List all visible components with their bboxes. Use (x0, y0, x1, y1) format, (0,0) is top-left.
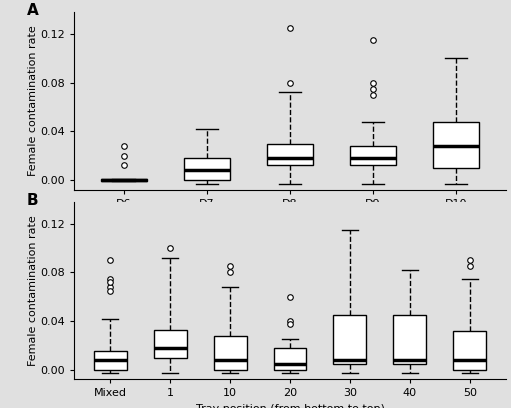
PathPatch shape (214, 336, 246, 370)
PathPatch shape (273, 348, 307, 370)
Y-axis label: Female contamination rate: Female contamination rate (28, 26, 37, 176)
Text: B: B (27, 193, 38, 208)
PathPatch shape (393, 315, 426, 364)
PathPatch shape (334, 315, 366, 364)
PathPatch shape (94, 351, 127, 370)
X-axis label: Day of pupae collection (from egg hatching): Day of pupae collection (from egg hatchi… (167, 214, 413, 224)
PathPatch shape (267, 144, 313, 165)
Text: A: A (27, 3, 38, 18)
Y-axis label: Female contamination rate: Female contamination rate (28, 215, 37, 366)
PathPatch shape (433, 122, 479, 168)
PathPatch shape (184, 158, 230, 180)
X-axis label: Tray position (from bottom to top): Tray position (from bottom to top) (196, 404, 384, 408)
PathPatch shape (453, 331, 486, 370)
PathPatch shape (101, 179, 147, 181)
PathPatch shape (154, 330, 187, 357)
PathPatch shape (350, 146, 396, 165)
